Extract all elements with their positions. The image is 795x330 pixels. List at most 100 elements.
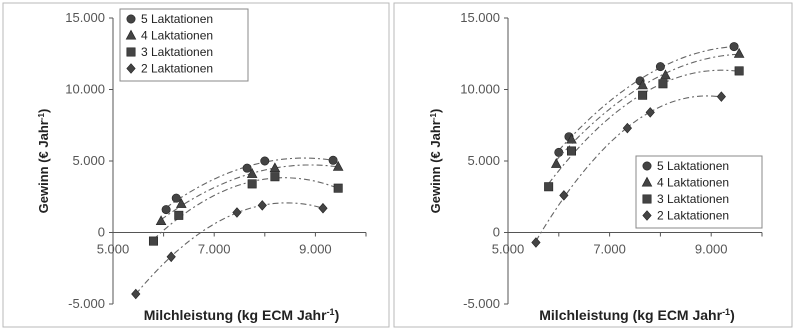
legend-marker xyxy=(125,29,137,40)
y-tick-label: -5.000 xyxy=(463,296,500,311)
data-point xyxy=(550,158,562,168)
data-point xyxy=(246,168,258,178)
data-point xyxy=(622,122,632,134)
y-tick-label: -5.000 xyxy=(68,296,105,311)
legend-marker xyxy=(642,210,652,221)
y-tick-label: 10.000 xyxy=(65,82,105,97)
data-point xyxy=(554,147,564,157)
data-point xyxy=(155,215,167,226)
data-point xyxy=(733,47,745,58)
y-tick-label: 5.000 xyxy=(72,153,105,168)
data-point xyxy=(269,162,281,173)
legend-label: 4 Laktationen xyxy=(141,29,213,43)
trend-line xyxy=(135,202,324,295)
data-point xyxy=(318,202,328,214)
legend-marker xyxy=(126,47,136,57)
x-axis-title-text: Milchleistung (kg ECM Jahr xyxy=(144,307,327,323)
legend-label: 3 Laktationen xyxy=(141,45,213,59)
legend-label: 5 Laktationen xyxy=(657,159,729,173)
data-point xyxy=(171,193,181,203)
data-point xyxy=(333,183,343,193)
data-point xyxy=(716,91,726,102)
trend-line xyxy=(558,46,735,151)
x-axis-title-close: ) xyxy=(730,307,735,323)
x-axis-title-text: Milchleistung (kg ECM Jahr xyxy=(539,307,722,323)
y-axis-title-close: ) xyxy=(428,109,443,113)
legend-box xyxy=(119,8,249,82)
data-point xyxy=(729,42,739,52)
y-axis-title: Gewinn (€ Jahr-1) xyxy=(428,109,443,214)
data-point xyxy=(566,133,577,144)
data-point xyxy=(174,210,184,220)
y-tick-label: 15.000 xyxy=(65,10,105,25)
legend-label: 2 Laktationen xyxy=(657,209,729,223)
data-point xyxy=(734,66,744,76)
x-axis-title: Milchleistung (kg ECM Jahr-1) xyxy=(144,307,340,323)
chart-right: -5.000 0 5.000 10.000 15.000 5.000 7.000 9.000 M… xyxy=(393,2,793,328)
series-square xyxy=(544,66,744,192)
trend-line xyxy=(548,69,740,184)
legend: 5 Laktationen 4 Laktationen 3 Laktationen 2… xyxy=(119,8,249,82)
series-square xyxy=(148,172,343,246)
x-axis-title-close: ) xyxy=(335,307,340,323)
data-point xyxy=(566,146,576,156)
x-tick-label: 7.000 xyxy=(198,242,231,257)
legend-label: 3 Laktationen xyxy=(657,192,729,206)
data-point xyxy=(166,251,176,263)
y-tick-label: 15.000 xyxy=(460,10,500,25)
legend-label: 2 Laktationen xyxy=(141,62,213,76)
legend-label: 5 Laktationen xyxy=(141,12,213,26)
legend-box xyxy=(635,155,763,229)
legend-label: 4 Laktationen xyxy=(657,176,729,190)
data-point xyxy=(257,200,267,211)
y-axis-title-text: Gewinn (€ Jahr xyxy=(36,120,51,213)
trend-line xyxy=(153,177,339,240)
y-tick-label: 5.000 xyxy=(467,153,500,168)
legend-marker xyxy=(642,161,652,171)
data-point xyxy=(332,160,344,171)
data-point xyxy=(637,79,648,90)
series-triangle xyxy=(550,47,745,168)
data-point xyxy=(270,172,280,182)
data-point xyxy=(260,156,270,166)
trend-line xyxy=(555,53,740,161)
x-tick-label: 5.000 xyxy=(492,242,525,257)
data-point xyxy=(559,190,569,201)
data-point xyxy=(660,69,671,80)
x-axis-title-sup: -1 xyxy=(327,307,335,317)
data-point xyxy=(655,62,665,72)
series-triangle xyxy=(155,160,344,226)
chart-frame xyxy=(2,2,390,328)
x-axis-title-sup: -1 xyxy=(722,307,730,317)
data-point xyxy=(242,163,252,173)
series-diamond xyxy=(131,200,328,300)
data-point xyxy=(531,237,541,248)
data-point xyxy=(658,79,668,89)
series-circle xyxy=(161,155,338,215)
series-diamond xyxy=(531,91,726,248)
legend-marker xyxy=(641,176,653,187)
x-tick-label: 5.000 xyxy=(97,242,130,257)
y-axis-title-sup: -1 xyxy=(37,112,46,120)
x-tick-label: 9.000 xyxy=(299,242,332,257)
x-tick-label: 7.000 xyxy=(593,242,626,257)
y-tick-label: 0 xyxy=(98,225,105,240)
data-point xyxy=(328,155,338,165)
data-point xyxy=(176,198,187,208)
data-point xyxy=(161,205,171,215)
y-axis-title-sup: -1 xyxy=(429,112,438,120)
chart-frame xyxy=(393,2,793,328)
y-axis-title-text: Gewinn (€ Jahr xyxy=(428,120,443,213)
trend-line xyxy=(535,95,722,242)
y-tick-label: 0 xyxy=(493,225,500,240)
data-point xyxy=(247,179,257,189)
data-point xyxy=(232,207,242,218)
x-tick-label: 9.000 xyxy=(695,242,728,257)
data-point xyxy=(544,182,554,192)
data-point xyxy=(148,236,158,246)
legend-marker xyxy=(642,194,652,204)
y-axis-title-close: ) xyxy=(36,109,51,113)
data-point xyxy=(638,90,648,100)
data-point xyxy=(645,107,655,118)
